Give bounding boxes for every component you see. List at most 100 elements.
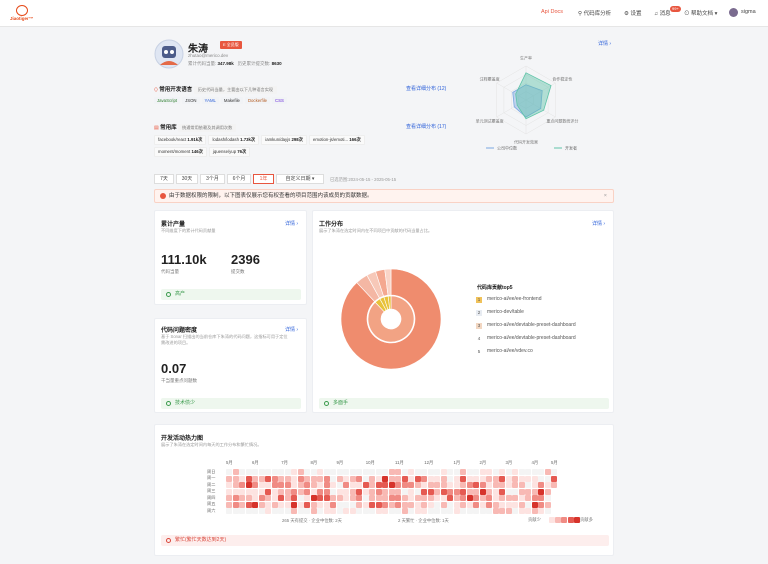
heatmap-cell[interactable] (421, 469, 427, 475)
heatmap-cell[interactable] (310, 475, 317, 482)
heatmap-cell[interactable] (310, 488, 317, 495)
heatmap-cell[interactable] (343, 469, 349, 475)
heatmap-cell[interactable] (271, 482, 278, 488)
heatmap-cell[interactable] (427, 482, 434, 488)
heatmap-cell[interactable] (375, 495, 382, 501)
heatmap-cell[interactable] (278, 501, 284, 508)
heatmap-cell[interactable] (499, 495, 505, 501)
heatmap-cell[interactable] (297, 482, 304, 488)
heatmap-cell[interactable] (453, 475, 460, 482)
heatmap-cell[interactable] (408, 508, 414, 514)
nav-messages[interactable]: ♫ 消息 (654, 11, 671, 17)
heatmap-cell[interactable] (375, 501, 382, 508)
heatmap-cell[interactable] (486, 501, 492, 508)
heatmap-cell[interactable] (447, 482, 453, 488)
heatmap-cell[interactable] (434, 469, 440, 475)
heatmap-cell[interactable] (245, 488, 252, 495)
heatmap-cell[interactable] (382, 475, 388, 482)
heatmap-cell[interactable] (499, 488, 505, 495)
heatmap-cell[interactable] (466, 501, 473, 508)
heatmap-cell[interactable] (408, 495, 414, 501)
heatmap-cell[interactable] (551, 475, 557, 482)
heatmap-cell[interactable] (323, 501, 330, 508)
heatmap-cell[interactable] (382, 495, 388, 501)
heatmap-cell[interactable] (460, 469, 466, 475)
heatmap-cell[interactable] (473, 501, 479, 508)
heatmap-cell[interactable] (492, 501, 499, 508)
heatmap-cell[interactable] (362, 501, 369, 508)
heatmap-cell[interactable] (330, 495, 336, 501)
heatmap-cell[interactable] (239, 488, 245, 495)
heatmap-cell[interactable] (434, 475, 440, 482)
heatmap-cell[interactable] (512, 488, 518, 495)
heatmap-cell[interactable] (486, 488, 492, 495)
heatmap-cell[interactable] (343, 495, 349, 501)
heatmap-cell[interactable] (460, 475, 466, 482)
heatmap-cell[interactable] (512, 495, 518, 501)
languages-detail-link[interactable]: 查看详细分布 (12) (406, 86, 447, 92)
heatmap-cell[interactable] (544, 475, 551, 482)
donut-inner-slice[interactable] (387, 295, 392, 310)
heatmap-cell[interactable] (239, 469, 245, 475)
heatmap-cell[interactable] (479, 508, 486, 514)
heatmap-cell[interactable] (512, 501, 518, 508)
heatmap-cell[interactable] (226, 495, 232, 501)
heatmap-cell[interactable] (304, 488, 310, 495)
heatmap-cell[interactable] (317, 469, 323, 475)
heatmap-cell[interactable] (492, 482, 499, 488)
heatmap-cell[interactable] (310, 495, 317, 501)
heatmap-cell[interactable] (245, 501, 252, 508)
heatmap-cell[interactable] (356, 469, 362, 475)
heatmap-cell[interactable] (421, 488, 427, 495)
heatmap-cell[interactable] (388, 469, 395, 475)
heatmap-cell[interactable] (265, 475, 271, 482)
heatmap-cell[interactable] (297, 495, 304, 501)
heatmap-cell[interactable] (349, 488, 356, 495)
heatmap-cell[interactable] (486, 482, 492, 488)
heatmap-cell[interactable] (226, 482, 232, 488)
heatmap-cell[interactable] (232, 469, 239, 475)
heatmap-cell[interactable] (271, 488, 278, 495)
heatmap-cell[interactable] (297, 488, 304, 495)
heatmap-cell[interactable] (427, 488, 434, 495)
heatmap-cell[interactable] (544, 501, 551, 508)
heatmap-cell[interactable] (492, 469, 499, 475)
heatmap-cell[interactable] (271, 475, 278, 482)
heatmap-cell[interactable] (336, 469, 343, 475)
heatmap-cell[interactable] (479, 469, 486, 475)
heatmap-cell[interactable] (343, 482, 349, 488)
heatmap-cell[interactable] (453, 469, 460, 475)
heatmap-cell[interactable] (258, 469, 265, 475)
heatmap-cell[interactable] (330, 475, 336, 482)
heatmap-cell[interactable] (323, 508, 330, 514)
heatmap-cell[interactable] (499, 501, 505, 508)
heatmap-cell[interactable] (518, 508, 525, 514)
heatmap-cell[interactable] (505, 469, 512, 475)
heatmap-cell[interactable] (466, 469, 473, 475)
heatmap-cell[interactable] (512, 469, 518, 475)
repo-item[interactable]: 4 merico-ai/ee/devtable-preset-dashboard (476, 335, 576, 342)
heatmap-cell[interactable] (265, 482, 271, 488)
heatmap-cell[interactable] (369, 469, 375, 475)
heatmap-cell[interactable] (304, 482, 310, 488)
heatmap-cell[interactable] (408, 482, 414, 488)
heatmap-cell[interactable] (369, 475, 375, 482)
heatmap-cell[interactable] (349, 482, 356, 488)
heatmap-cell[interactable] (479, 488, 486, 495)
heatmap-cell[interactable] (265, 508, 271, 514)
heatmap-cell[interactable] (538, 475, 544, 482)
heatmap-cell[interactable] (310, 469, 317, 475)
heatmap-cell[interactable] (317, 508, 323, 514)
heatmap-cell[interactable] (297, 508, 304, 514)
heatmap-cell[interactable] (291, 482, 297, 488)
heatmap-cell[interactable] (375, 482, 382, 488)
heatmap-cell[interactable] (395, 475, 401, 482)
heatmap-cell[interactable] (531, 501, 538, 508)
heatmap-cell[interactable] (427, 475, 434, 482)
heatmap-cell[interactable] (538, 501, 544, 508)
heatmap-cell[interactable] (434, 482, 440, 488)
heatmap-cell[interactable] (518, 488, 525, 495)
time-range-option[interactable]: 自定义日期 ▾ (276, 174, 324, 184)
heatmap-cell[interactable] (239, 482, 245, 488)
nav-settings[interactable]: ⚙ 设置 (624, 11, 642, 17)
